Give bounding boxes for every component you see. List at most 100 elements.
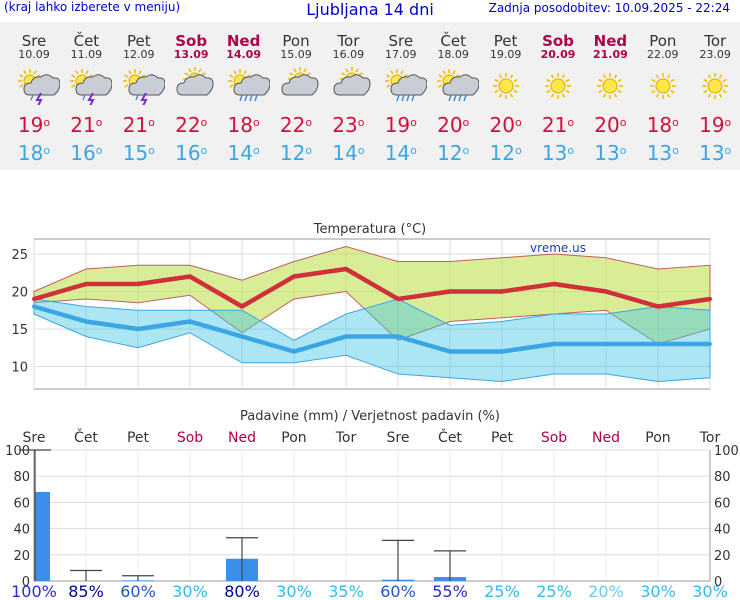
y-tick-label: 15 bbox=[11, 323, 28, 338]
day-date: 17.09 bbox=[385, 48, 417, 61]
precip-probability: 60% bbox=[380, 582, 416, 598]
sun-ray bbox=[670, 78, 675, 83]
sun-ray bbox=[651, 78, 656, 83]
day-date: 10.09 bbox=[18, 48, 50, 61]
sun-cloud-icon bbox=[333, 67, 371, 96]
sun-ray bbox=[23, 70, 27, 75]
weather-icon bbox=[702, 73, 729, 99]
max-temp-point bbox=[188, 274, 192, 279]
precip-probability: 80% bbox=[224, 582, 260, 598]
sun-ray bbox=[550, 93, 555, 98]
sun-ray bbox=[614, 93, 618, 98]
precip-probability: 30% bbox=[172, 582, 208, 598]
max-temp: 20o bbox=[489, 113, 522, 137]
min-temp: 12o bbox=[279, 141, 313, 165]
forecast-day: Sre 17.09 19o 14o bbox=[375, 22, 428, 165]
sun-ray bbox=[390, 70, 394, 75]
sun-ray bbox=[201, 72, 206, 76]
sun-ray bbox=[561, 74, 566, 79]
sun-disc bbox=[550, 78, 566, 94]
max-temp: 21o bbox=[122, 113, 155, 137]
x-tick-label: Pon bbox=[281, 430, 306, 446]
sun-ray bbox=[561, 93, 566, 98]
min-temp: 14o bbox=[332, 141, 365, 165]
x-tick-label: Sob bbox=[177, 430, 203, 446]
page-title: Ljubljana 14 dni bbox=[306, 0, 434, 19]
weather-icon bbox=[492, 73, 519, 99]
sun-ray bbox=[722, 89, 727, 94]
sun-ray bbox=[242, 70, 247, 75]
weather-icon bbox=[227, 69, 271, 102]
day-name: Čet bbox=[440, 32, 466, 50]
sun-ray bbox=[707, 74, 712, 79]
y-tick-label-left: 0 bbox=[22, 575, 30, 590]
day-name: Ned bbox=[226, 32, 261, 50]
forecast-day: Pon 22.09 18o 13o bbox=[637, 22, 689, 164]
day-name: Pon bbox=[282, 32, 310, 50]
min-temp: 13o bbox=[699, 141, 732, 165]
day-date: 21.09 bbox=[592, 48, 628, 61]
sun-ray bbox=[655, 93, 659, 98]
min-temp: 16o bbox=[175, 141, 208, 165]
sun-ray bbox=[707, 93, 712, 98]
min-temp-point bbox=[136, 327, 140, 331]
forecast-day: Tor 23.09 19o 13o bbox=[689, 22, 740, 164]
max-temp: 22o bbox=[175, 113, 208, 137]
max-temp-point bbox=[292, 274, 296, 279]
sun-ray bbox=[438, 74, 443, 78]
max-temp-point bbox=[396, 297, 400, 301]
lightning-bolt bbox=[35, 92, 43, 107]
forecast-day: Pet 12.09 21o 15o bbox=[113, 22, 166, 165]
day-date: 16.09 bbox=[332, 48, 365, 61]
min-temp-line bbox=[33, 304, 710, 354]
y-tick-label-right: 40 bbox=[714, 523, 731, 538]
max-temp: 18o bbox=[646, 113, 679, 137]
sun-ray bbox=[498, 74, 502, 79]
sun-ray bbox=[550, 74, 555, 79]
sun-ray bbox=[400, 70, 404, 75]
y-tick-label-left: 40 bbox=[13, 523, 30, 538]
sun-ray bbox=[614, 74, 618, 79]
y-tick-label-left: 100 bbox=[5, 444, 30, 459]
min-temp: 16o bbox=[70, 141, 103, 165]
max-temp-point bbox=[344, 267, 348, 271]
rain-streak bbox=[82, 94, 86, 101]
sun-disc bbox=[498, 78, 514, 94]
min-temp-point bbox=[396, 334, 400, 339]
forecast-day: Sob 20.09 21o 13o bbox=[532, 22, 584, 164]
min-temp: 15o bbox=[122, 141, 155, 165]
sun-icon bbox=[597, 73, 624, 99]
sun-cloud-rain-icon bbox=[227, 69, 271, 102]
min-temp: 13o bbox=[646, 141, 679, 165]
x-tick-label: Sre bbox=[23, 430, 46, 446]
weather-icon bbox=[122, 69, 166, 107]
y-tick-label-right: 100 bbox=[714, 444, 739, 459]
sun-ray bbox=[617, 78, 623, 83]
rain-streak bbox=[30, 94, 34, 101]
sun-ray bbox=[228, 84, 234, 88]
max-temp: 19o bbox=[17, 113, 51, 137]
day-date: 13.09 bbox=[173, 48, 209, 61]
sun-disc bbox=[707, 78, 723, 94]
x-tick-label: Ned bbox=[592, 430, 620, 446]
sun-ray bbox=[655, 74, 659, 79]
min-temp-point bbox=[552, 342, 556, 346]
sun-cloud-thunderstorm-icon bbox=[70, 69, 113, 107]
day-name: Tor bbox=[704, 32, 727, 50]
weather-icon bbox=[649, 73, 676, 99]
rain-streak bbox=[406, 94, 410, 102]
sun-ray bbox=[651, 89, 656, 94]
sun-icon bbox=[545, 73, 571, 99]
forecast-day: Sob 13.09 22o 16o bbox=[165, 22, 217, 164]
sun-ray bbox=[232, 70, 237, 75]
sun-cloud-thunderstorm-icon bbox=[18, 69, 61, 107]
min-temp: 12o bbox=[437, 141, 470, 165]
region-menu-hint[interactable]: (kraj lahko izberete v meniju) bbox=[4, 0, 181, 14]
sun-ray bbox=[124, 84, 129, 88]
day-date: 15.09 bbox=[280, 48, 312, 61]
weather-icon bbox=[176, 67, 214, 96]
min-temp: 14o bbox=[384, 141, 417, 165]
last-updated: Zadnja posodobitev: 10.09.2025 - 22:24 bbox=[488, 1, 730, 15]
max-temp-line bbox=[33, 266, 711, 309]
sun-ray bbox=[498, 93, 502, 98]
